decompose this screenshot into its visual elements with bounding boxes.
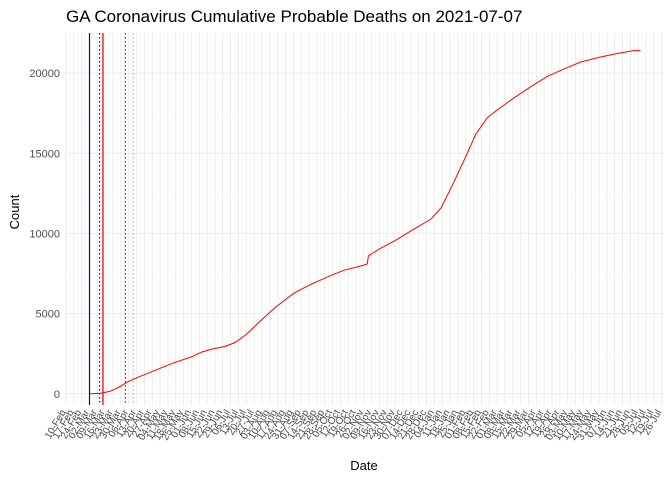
y-tick-label: 0 bbox=[54, 389, 60, 401]
chart-title: GA Coronavirus Cumulative Probable Death… bbox=[66, 7, 522, 26]
y-tick-label: 15000 bbox=[29, 148, 60, 160]
plot-grid bbox=[65, 32, 664, 405]
y-axis-title: Count bbox=[7, 194, 22, 229]
x-axis-ticks: 10-Feb17-Feb24-Feb02-Mar09-Mar16-Mar23-M… bbox=[43, 407, 664, 442]
y-tick-label: 5000 bbox=[36, 309, 60, 321]
reference-lines bbox=[88, 33, 134, 405]
series-line bbox=[89, 50, 641, 395]
y-tick-label: 20000 bbox=[29, 68, 60, 80]
y-axis-ticks: 0 5000 10000 15000 20000 bbox=[29, 68, 60, 401]
x-axis-title: Date bbox=[350, 458, 377, 473]
y-tick-label: 10000 bbox=[29, 228, 60, 240]
